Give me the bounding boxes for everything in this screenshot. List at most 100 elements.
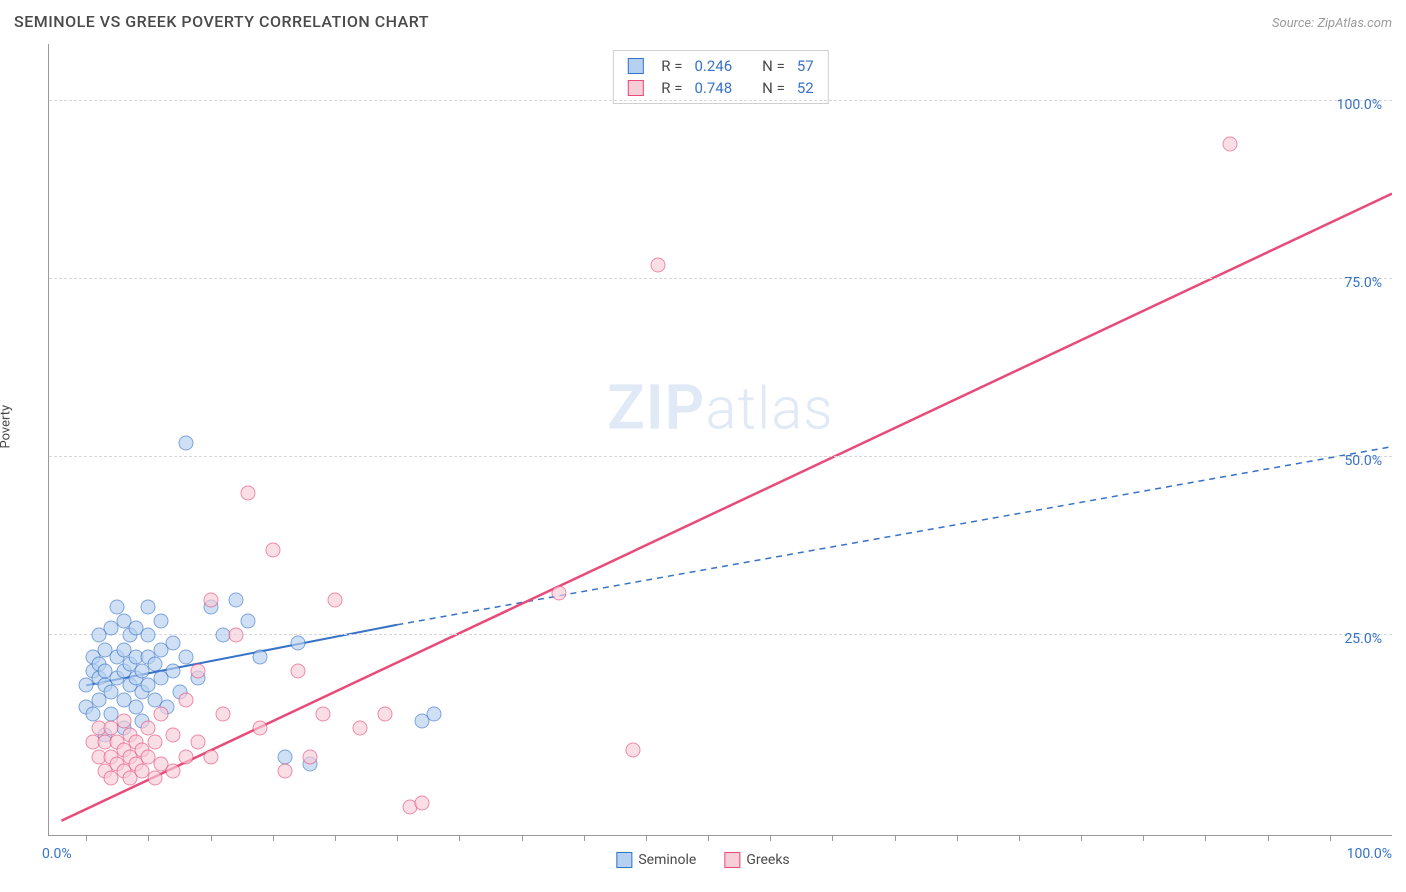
- data-point: [290, 664, 305, 679]
- stat-value-n: 57: [797, 57, 814, 75]
- data-point: [147, 735, 162, 750]
- data-point: [278, 763, 293, 778]
- stat-value-r: 0.246: [694, 57, 732, 75]
- data-point: [1223, 136, 1238, 151]
- data-point: [290, 635, 305, 650]
- data-point: [153, 706, 168, 721]
- legend-label: Greeks: [746, 852, 789, 868]
- data-point: [191, 735, 206, 750]
- x-tick: [770, 835, 771, 841]
- legend-swatch: [627, 58, 643, 74]
- data-point: [315, 706, 330, 721]
- data-point: [253, 721, 268, 736]
- data-point: [203, 749, 218, 764]
- source-prefix: Source:: [1272, 16, 1317, 31]
- data-point: [166, 763, 181, 778]
- stat-label-r: R =: [661, 57, 682, 75]
- stats-row: R = 0.246 N = 57: [627, 55, 813, 77]
- x-tick: [832, 835, 833, 841]
- data-point: [85, 706, 100, 721]
- stats-legend: R = 0.246 N = 57 R = 0.748 N = 52: [612, 50, 828, 104]
- data-point: [278, 749, 293, 764]
- x-tick: [459, 835, 460, 841]
- data-point: [228, 592, 243, 607]
- series-legend: Seminole Greeks: [616, 852, 789, 868]
- data-point: [147, 771, 162, 786]
- watermark-zip: ZIP: [607, 371, 705, 444]
- data-point: [116, 713, 131, 728]
- stat-value-n: 52: [797, 79, 814, 97]
- data-point: [166, 635, 181, 650]
- data-point: [240, 485, 255, 500]
- x-tick: [646, 835, 647, 841]
- chart-title: SEMINOLE VS GREEK POVERTY CORRELATION CH…: [14, 12, 429, 31]
- data-point: [110, 599, 125, 614]
- data-point: [166, 728, 181, 743]
- gridline: [49, 456, 1392, 457]
- data-point: [427, 706, 442, 721]
- y-tick-label: 75.0%: [1344, 275, 1382, 291]
- data-point: [166, 664, 181, 679]
- y-tick-label: 50.0%: [1344, 453, 1382, 469]
- x-tick: [1330, 835, 1331, 841]
- plot-area: ZIPatlas R =0.246N =57R =0.748N =52 25.0…: [48, 44, 1392, 836]
- data-point: [228, 628, 243, 643]
- data-point: [626, 742, 641, 757]
- data-point: [303, 749, 318, 764]
- data-point: [147, 656, 162, 671]
- data-point: [328, 592, 343, 607]
- data-point: [141, 599, 156, 614]
- data-point: [253, 649, 268, 664]
- legend-item: Greeks: [724, 852, 789, 868]
- data-point: [240, 614, 255, 629]
- x-tick: [1081, 835, 1082, 841]
- data-point: [651, 257, 666, 272]
- legend-swatch: [616, 852, 632, 868]
- x-tick: [1019, 835, 1020, 841]
- data-point: [415, 795, 430, 810]
- stat-label-n: N =: [762, 79, 785, 97]
- data-point: [551, 585, 566, 600]
- x-tick: [522, 835, 523, 841]
- data-point: [178, 692, 193, 707]
- chart-container: Poverty ZIPatlas R =0.246N =57R =0.748N …: [14, 44, 1392, 878]
- legend-swatch: [627, 80, 643, 96]
- data-point: [265, 542, 280, 557]
- x-tick: [1205, 835, 1206, 841]
- x-tick: [86, 835, 87, 841]
- stat-label-r: R =: [661, 79, 682, 97]
- y-axis-label: Poverty: [0, 405, 14, 449]
- stat-value-r: 0.748: [694, 79, 732, 97]
- watermark: ZIPatlas: [607, 371, 833, 444]
- watermark-atlas: atlas: [705, 375, 833, 443]
- x-tick: [335, 835, 336, 841]
- x-tick: [708, 835, 709, 841]
- data-point: [178, 436, 193, 451]
- data-point: [129, 699, 144, 714]
- source-link[interactable]: ZipAtlas.com: [1317, 16, 1392, 31]
- x-tick: [273, 835, 274, 841]
- data-point: [141, 628, 156, 643]
- data-point: [203, 592, 218, 607]
- x-tick: [397, 835, 398, 841]
- legend-item: Seminole: [616, 852, 696, 868]
- stats-row: R = 0.748 N = 52: [627, 77, 813, 99]
- gridline: [49, 100, 1392, 101]
- data-point: [377, 706, 392, 721]
- x-tick-label: 100.0%: [1347, 846, 1392, 862]
- data-point: [178, 649, 193, 664]
- x-tick: [1268, 835, 1269, 841]
- legend-swatch: [724, 852, 740, 868]
- stat-label-n: N =: [762, 57, 785, 75]
- x-tick: [1143, 835, 1144, 841]
- x-tick-label: 0.0%: [42, 846, 72, 862]
- y-tick-label: 100.0%: [1337, 97, 1382, 113]
- data-point: [216, 706, 231, 721]
- x-tick: [895, 835, 896, 841]
- data-point: [141, 721, 156, 736]
- data-point: [352, 721, 367, 736]
- data-point: [178, 749, 193, 764]
- data-point: [153, 614, 168, 629]
- data-point: [191, 664, 206, 679]
- trend-lines: [49, 44, 1392, 835]
